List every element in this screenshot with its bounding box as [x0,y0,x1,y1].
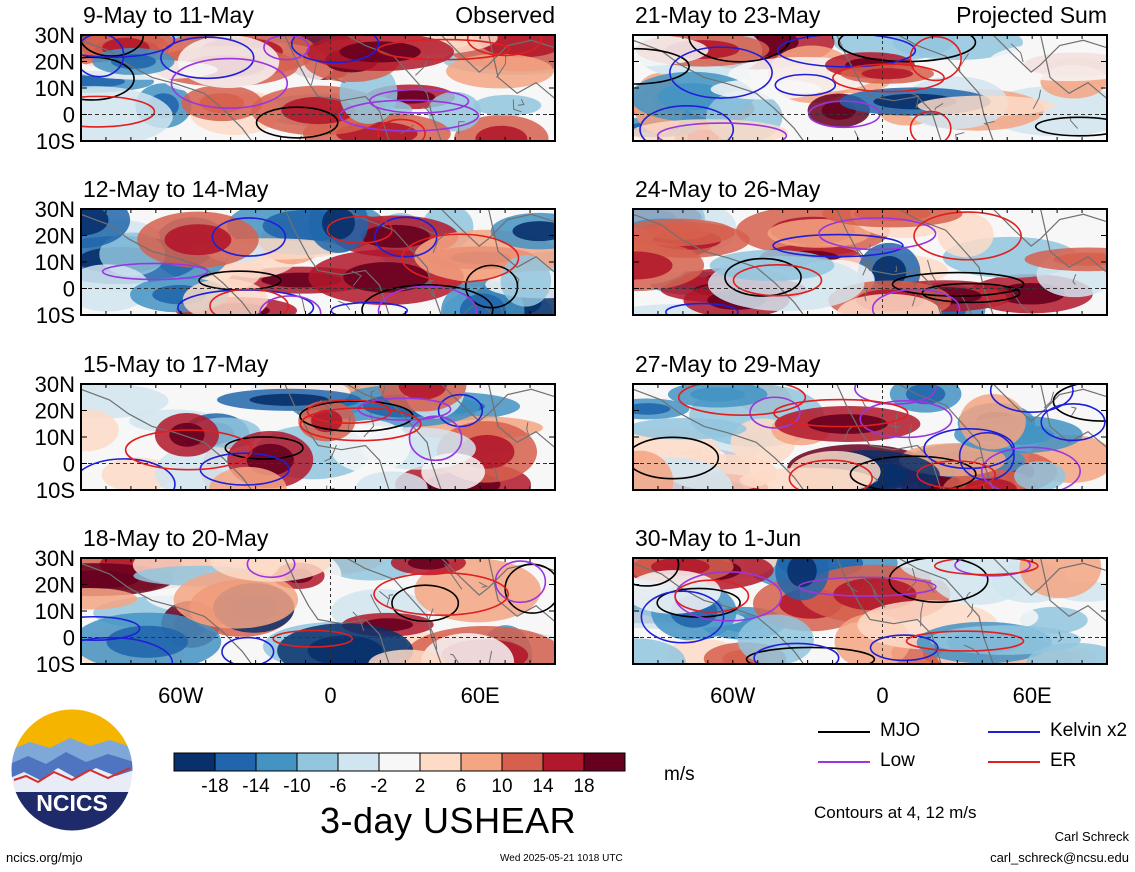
colorbar-tick-label: 6 [456,776,467,797]
footer-url[interactable]: ncics.org/mjo [6,850,83,865]
lat-tick-label: 10S [36,478,75,503]
lat-tick-label: 30N [35,546,75,571]
panel-date-range: 15-May to 17-May [83,351,269,377]
colorbar-swatch [214,752,257,772]
lat-tick-label: 0 [63,452,75,477]
map-panel [633,35,1107,141]
lat-tick-label: 10N [35,76,75,101]
legend-label: ER [1050,750,1077,771]
legend-label: Low [880,750,915,771]
map-panel [81,209,555,315]
colorbar: -18 -14 -10 -6 -2 2 6 10 14 18 [173,752,626,797]
ncics-logo: NCICS [10,708,134,832]
panel-date-range: 27-May to 29-May [635,351,821,377]
colorbar-swatch [460,752,503,772]
lat-tick-label: 10S [36,652,75,677]
lat-tick-label: 10N [35,250,75,275]
lat-tick-label: 10N [35,425,75,450]
legend-label: Kelvin x2 [1050,720,1128,741]
lat-tick-label: 20N [35,50,75,75]
panel-tag: Observed [455,2,555,28]
lat-tick-label: 30N [35,197,75,222]
colorbar-swatch [378,752,421,772]
colorbar-swatch [501,752,544,772]
panel-date-range: 9-May to 11-May [83,2,254,28]
chart-title: 3-day USHEAR [320,800,577,841]
lon-tick-label: 60E [460,683,500,708]
colorbar-tick-label: 18 [573,776,594,797]
legend-line [988,761,1040,763]
lat-tick-label: 10N [35,599,75,624]
panel-date-range: 12-May to 14-May [83,176,269,202]
lat-tick-label: 20N [35,224,75,249]
map-panel [633,384,1107,490]
colorbar-tick-label: -14 [242,776,270,797]
panel-date-range: 24-May to 26-May [635,176,821,202]
logo-mark: NCICS [10,708,134,832]
colorbar-tick-label: -6 [330,776,347,797]
panel-tag: Projected Sum [956,2,1107,28]
colorbar-swatch [583,752,626,772]
lon-tick-label: 60W [710,683,756,708]
lat-tick-label: 10S [36,303,75,328]
panel-date-range: 18-May to 20-May [83,525,269,551]
lat-tick-label: 30N [35,23,75,48]
colorbar-swatch [296,752,339,772]
lat-tick-label: 20N [35,399,75,424]
map-panel [633,209,1107,315]
colorbar-tick-label: 10 [491,776,512,797]
logo-text: NCICS [36,790,108,816]
lon-tick-label: 60W [158,683,204,708]
colorbar-tick-label: -18 [201,776,228,797]
colorbar-swatch [419,752,462,772]
map-panel [81,384,555,490]
legend-note: Contours at 4, 12 m/s [814,803,977,822]
lat-tick-label: 0 [63,626,75,651]
lat-tick-label: 20N [35,573,75,598]
lat-tick-label: 0 [63,103,75,128]
lat-tick-label: 30N [35,372,75,397]
colorbar-tick-label: 14 [532,776,554,797]
colorbar-swatch [337,752,380,772]
lat-tick-label: 10S [36,129,75,154]
colorbar-tick-label: 2 [415,776,426,797]
legend-line [818,731,870,733]
colorbar-swatch [173,752,216,772]
footer-email[interactable]: carl_schreck@ncsu.edu [990,850,1129,865]
lon-tick-label: 0 [324,683,337,708]
lat-tick-label: 0 [63,277,75,302]
colorbar-tick-label: -2 [371,776,388,797]
map-panel [81,558,555,664]
map-panel [81,35,555,141]
panel-date-range: 30-May to 1-Jun [635,525,802,551]
footer-author: Carl Schreck [1054,829,1129,844]
colorbar-tick-label: -10 [283,776,310,797]
colorbar-units: m/s [664,764,695,785]
legend-line [988,731,1040,733]
lon-tick-label: 0 [876,683,889,708]
lon-tick-label: 60E [1012,683,1052,708]
panel-date-range: 21-May to 23-May [635,2,821,28]
colorbar-swatch [542,752,585,772]
colorbar-swatch [255,752,298,772]
legend-label: MJO [880,720,921,741]
footer-timestamp: Wed 2025-05-21 1018 UTC [500,853,623,864]
legend-line [818,761,870,763]
